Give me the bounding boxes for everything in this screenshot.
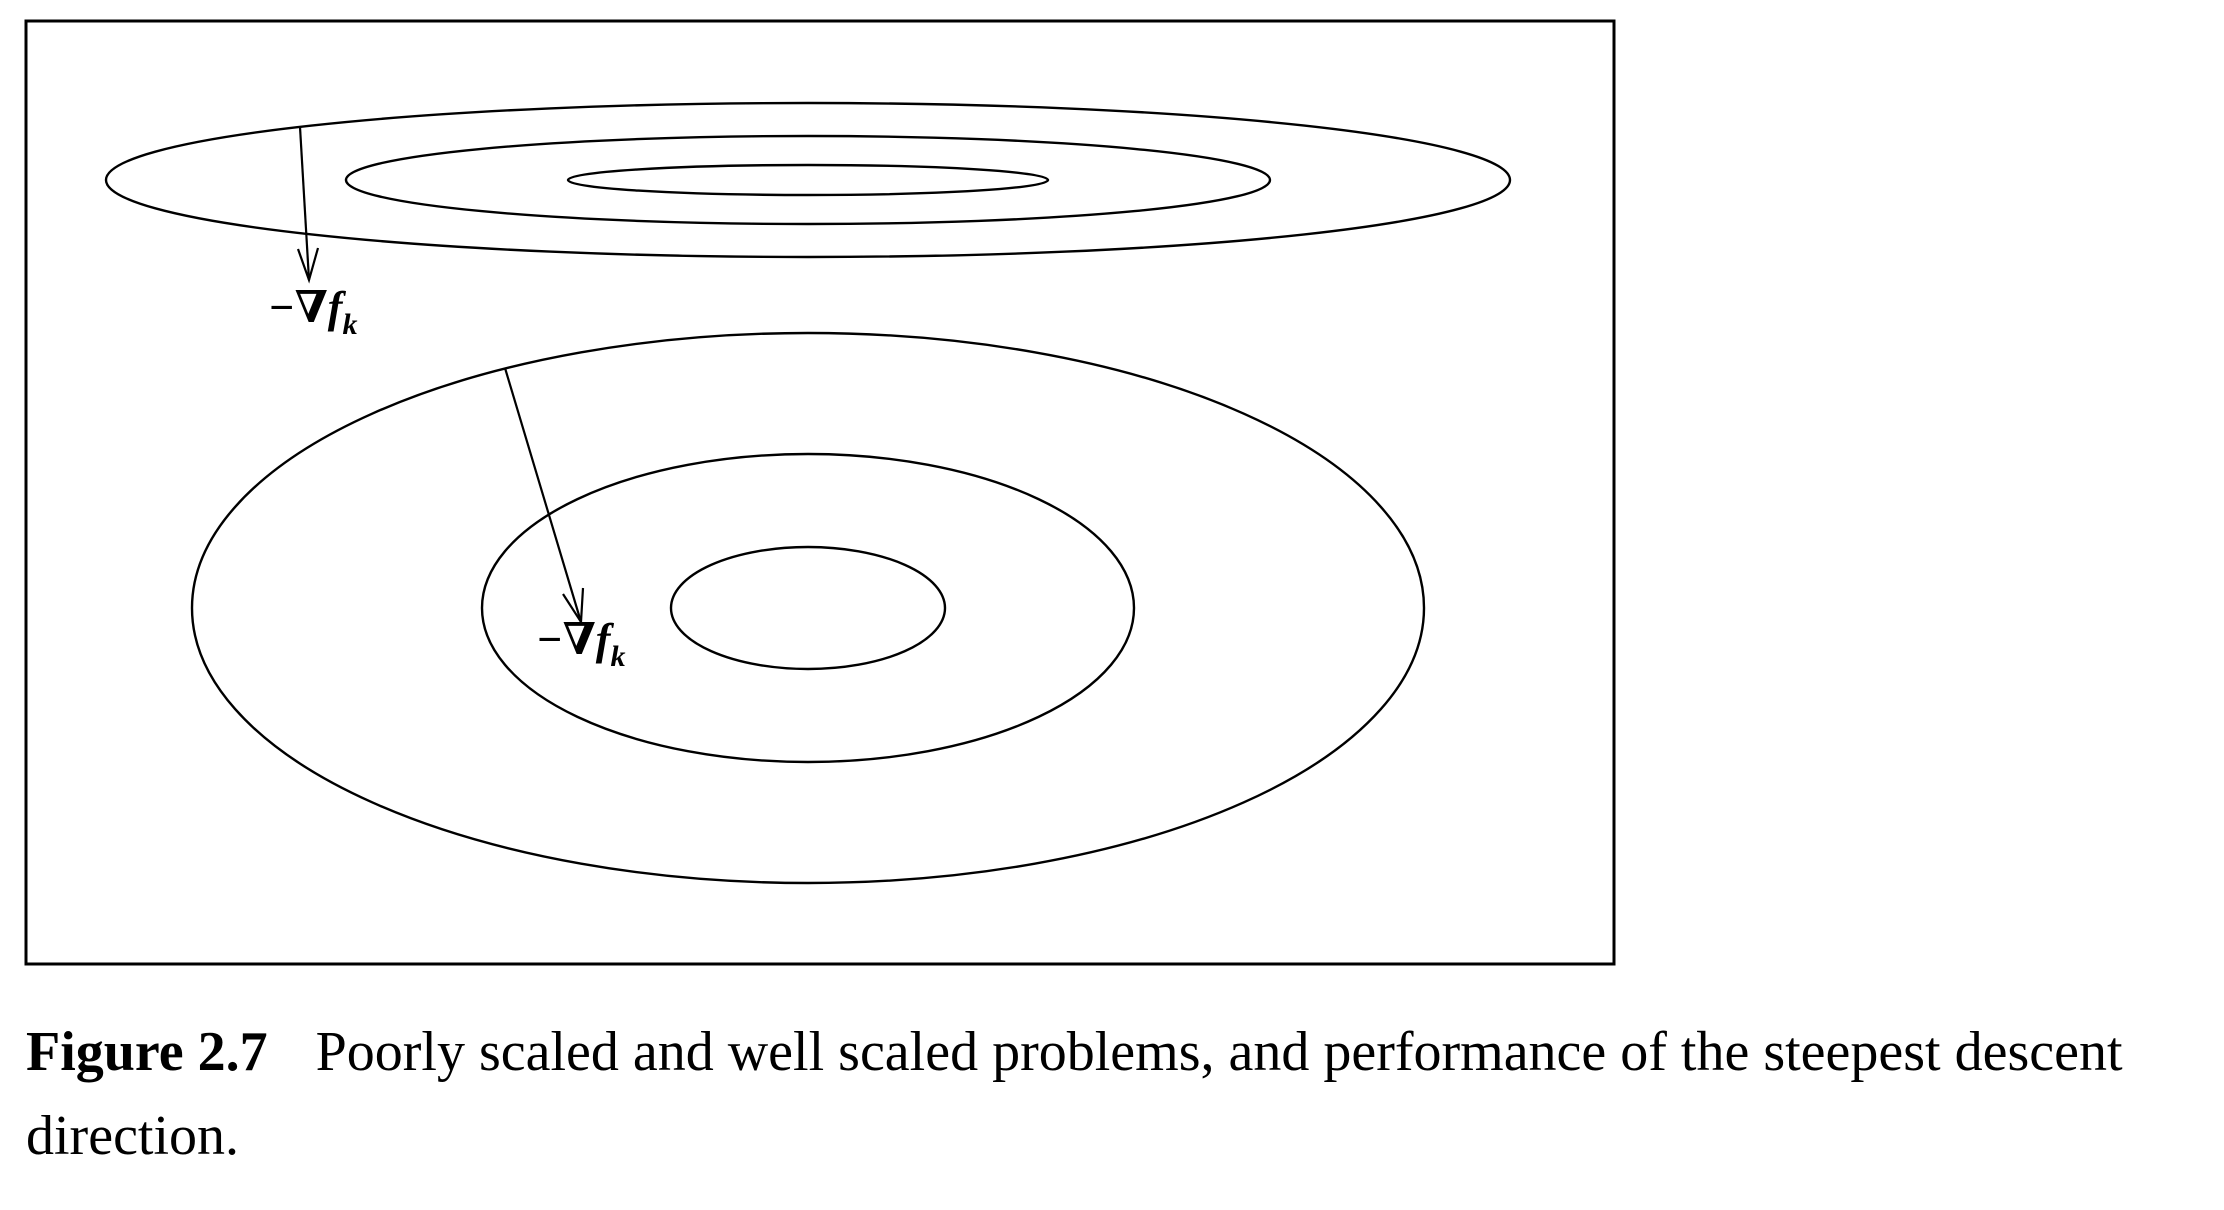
- figure-frame: [24, 19, 1616, 966]
- contour-middle-well-scaled: [480, 452, 1136, 764]
- figure-panel: −∇fk −∇fk: [24, 19, 1616, 966]
- well-scaled-contours: [190, 331, 1426, 885]
- gradient-arrow-poorly-scaled: −∇fk: [268, 126, 357, 341]
- arrow-shaft: [503, 367, 583, 623]
- arrow-shaft: [298, 126, 311, 281]
- contour-inner-well-scaled: [669, 545, 947, 671]
- arrow-head-icon: [562, 587, 585, 626]
- arrow-head-icon: [296, 247, 320, 284]
- poorly-scaled-contours: [104, 101, 1512, 259]
- gradient-arrow-well-scaled: −∇fk: [503, 367, 625, 673]
- contour-middle-poorly-scaled: [344, 134, 1272, 226]
- figure-caption: Figure 2.7 Poorly scaled and well scaled …: [26, 1010, 2206, 1178]
- gradient-label: −∇fk: [536, 615, 625, 673]
- contour-inner-poorly-scaled: [566, 163, 1050, 197]
- caption-text: Poorly scaled and well scaled problems, …: [26, 1021, 2123, 1167]
- gradient-label: −∇fk: [268, 283, 357, 341]
- contour-outer-well-scaled: [190, 331, 1426, 885]
- caption-number: Figure 2.7: [26, 1021, 268, 1083]
- contour-diagram: −∇fk −∇fk: [24, 19, 1616, 966]
- contour-outer-poorly-scaled: [104, 101, 1512, 259]
